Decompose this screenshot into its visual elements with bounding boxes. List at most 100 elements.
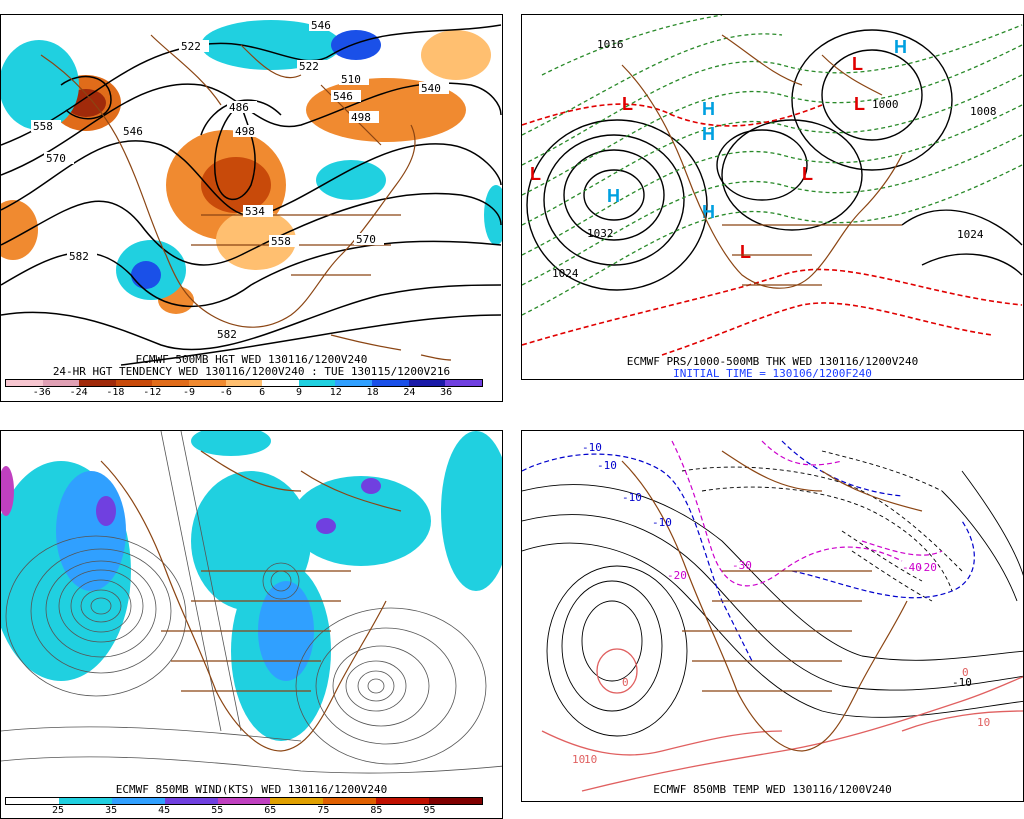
thickness-cold xyxy=(522,15,1023,316)
shade-35 xyxy=(56,471,126,591)
contour-label: 510 xyxy=(341,73,361,86)
legend-value: -6 xyxy=(219,387,232,398)
legend-value: 6 xyxy=(259,387,266,398)
contour-label: 546 xyxy=(333,90,353,103)
temp-contours-magenta xyxy=(671,440,943,587)
legend-swatch xyxy=(6,380,43,386)
coastlines xyxy=(621,450,923,752)
legend-swatch xyxy=(115,380,153,386)
contour-label: -20 xyxy=(667,569,687,582)
map-500mb: 522 546 558 570 582 522 486 498 546 498 … xyxy=(1,19,502,366)
shade-25 xyxy=(191,431,271,456)
shade-cold xyxy=(331,30,381,60)
wind-isotachs xyxy=(1,431,502,774)
low-center: L xyxy=(740,242,751,262)
legend-swatch xyxy=(225,380,263,386)
map-850-temp: -10 -10 -10 -10 -20 -30 -40 -20 -10 0 10… xyxy=(522,440,1023,792)
contour-label: -40 xyxy=(902,561,922,574)
shade-warm xyxy=(421,30,491,80)
shade-cold xyxy=(484,185,502,245)
contour-label: 486 xyxy=(229,101,249,114)
low-center: L xyxy=(854,94,865,114)
legend-color-bar xyxy=(5,379,483,387)
isobars xyxy=(526,29,1023,291)
legend-value: 45 xyxy=(158,805,171,816)
legend-swatch xyxy=(79,380,116,386)
panel-850mb-temp: -10 -10 -10 -10 -20 -30 -40 -20 -10 0 10… xyxy=(521,430,1024,802)
contour-label: 540 xyxy=(421,82,441,95)
map-mslp: H H H H H L L L L L L 1032 1024 1024 101… xyxy=(522,15,1023,356)
shade-warm xyxy=(1,200,38,260)
contour-label: 546 xyxy=(311,19,331,32)
legend-value: -12 xyxy=(143,387,162,398)
contour-label: 0 xyxy=(622,676,629,689)
legend-swatch xyxy=(323,798,377,804)
panel-1-caption-1: ECMWF 500MB HGT WED 130116/1200V240 xyxy=(135,353,368,366)
panel-2-caption-1: ECMWF PRS/1000-500MB THK WED 130116/1200… xyxy=(626,355,919,368)
shade-cold-core xyxy=(131,261,161,289)
legend-swatch xyxy=(429,798,483,804)
pressure-centers: H H H H H L L L L L L xyxy=(530,37,907,262)
legend-swatch xyxy=(42,380,80,386)
contour-label: -10 xyxy=(652,516,672,529)
legend-value: 95 xyxy=(423,805,436,816)
shade-25 xyxy=(291,476,431,566)
contour-label: -10 xyxy=(582,441,602,454)
contour-label: -10 xyxy=(597,459,617,472)
low-center: L xyxy=(622,94,633,114)
high-center: H xyxy=(894,37,907,57)
legend-value: 24 xyxy=(403,387,416,398)
coastlines xyxy=(40,34,452,361)
shade-25 xyxy=(441,431,502,591)
contour-label: 570 xyxy=(46,152,66,165)
low-center: L xyxy=(852,54,863,74)
legend-swatch xyxy=(298,380,336,386)
shade-45 xyxy=(96,496,116,526)
high-center: H xyxy=(702,202,715,222)
contour-label: 1024 xyxy=(957,228,984,241)
contour-label: 534 xyxy=(245,205,265,218)
temp-contours-blue xyxy=(522,440,975,662)
legend-value: 12 xyxy=(329,387,342,398)
contour-label: -10 xyxy=(952,676,972,689)
contour-label: 1000 xyxy=(872,98,899,111)
temp-contours-cold xyxy=(681,450,963,602)
contour-label-group: -10 -10 -10 -10 -20 -30 -40 -20 -10 0 10… xyxy=(572,441,990,766)
contour-label: 522 xyxy=(299,60,319,73)
legend-value: 25 xyxy=(52,805,65,816)
high-center: H xyxy=(607,186,620,206)
legend-value: 9 xyxy=(295,387,302,398)
shade-cold xyxy=(201,20,341,70)
high-center: H xyxy=(702,124,715,144)
shade-warm xyxy=(216,210,296,270)
high-center: H xyxy=(702,99,715,119)
contour-label: 498 xyxy=(235,125,255,138)
thickness-warm xyxy=(522,103,1023,356)
temp-contours-warm xyxy=(541,648,1023,792)
contour-label: 0 xyxy=(962,666,969,679)
legend-value: 85 xyxy=(370,805,383,816)
tendency-legend: -36 -24 -18 -12 -9 -6 6 9 12 18 24 36 xyxy=(5,379,483,399)
legend-value: 55 xyxy=(211,805,224,816)
panel-3-caption-1: ECMWF 850MB WIND(KTS) WED 130116/1200V24… xyxy=(115,783,388,796)
tendency-shading xyxy=(1,20,502,314)
contour-label: 582 xyxy=(69,250,89,263)
map-850-wind xyxy=(1,431,502,774)
legend-swatch xyxy=(408,380,446,386)
legend-value: -24 xyxy=(69,387,88,398)
contour-label: 558 xyxy=(33,120,53,133)
panel-1-caption-2: 24-HR HGT TENDENCY WED 130116/1200V240 :… xyxy=(52,365,451,378)
contour-label: 570 xyxy=(356,233,376,246)
legend-swatch xyxy=(262,380,299,386)
contour-label-group: 522 546 558 570 582 522 486 498 546 498 … xyxy=(31,19,449,341)
shade-45 xyxy=(1,466,14,516)
legend-value: 18 xyxy=(366,387,379,398)
wind-legend: 25 35 45 55 65 75 85 95 xyxy=(5,797,483,817)
legend-swatch xyxy=(270,798,324,804)
temp-contours-neutral xyxy=(522,470,1023,737)
coastlines xyxy=(621,34,903,289)
contour-label: 558 xyxy=(271,235,291,248)
legend-value: -36 xyxy=(32,387,51,398)
contour-label: 10 xyxy=(572,753,585,766)
panel-500mb-height: 522 546 558 570 582 522 486 498 546 498 … xyxy=(0,14,503,402)
